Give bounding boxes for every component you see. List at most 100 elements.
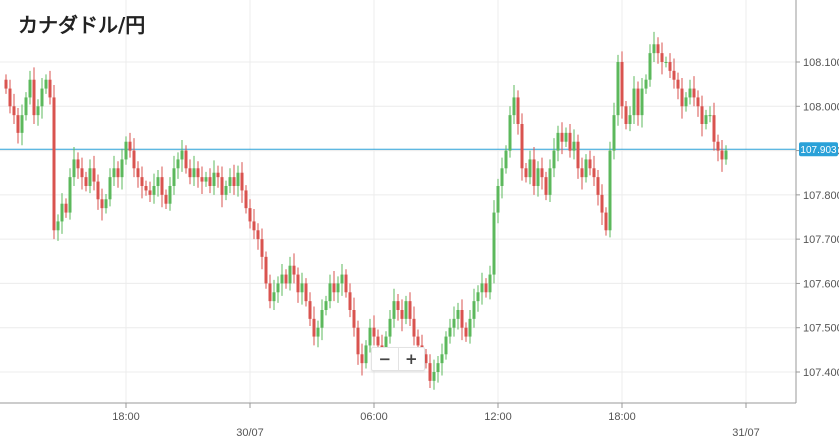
candle-body <box>292 265 296 275</box>
candle-body <box>352 310 356 328</box>
candle-body <box>184 150 188 169</box>
candle-body <box>576 141 580 169</box>
candle-body <box>604 212 608 231</box>
x-tick-label: 06:00 <box>360 411 388 423</box>
y-tick-label: 107.500 <box>803 323 839 335</box>
candle-body <box>648 53 652 80</box>
candle-body <box>60 203 64 222</box>
candle-body <box>144 186 148 191</box>
candle-body <box>128 141 132 151</box>
candle-body <box>296 274 300 293</box>
candle-body <box>88 168 92 186</box>
axes <box>0 0 800 408</box>
candle-body <box>572 141 576 151</box>
candle-body <box>492 212 496 275</box>
candle-body <box>68 177 72 213</box>
candle-body <box>108 177 112 200</box>
candle-body <box>136 168 140 178</box>
candle-body <box>536 168 540 186</box>
candle-body <box>32 79 36 116</box>
candle-body <box>192 168 196 178</box>
y-tick-label: 107.700 <box>803 234 839 246</box>
candle-body <box>704 115 708 124</box>
candle-body <box>356 327 360 355</box>
candle-body <box>716 141 720 151</box>
zoom-controls: − + <box>371 347 425 371</box>
date-label: 31/07 <box>732 427 760 439</box>
candle-body <box>480 283 484 293</box>
zoom-in-button[interactable]: + <box>397 348 425 370</box>
candle-body <box>584 159 588 178</box>
candle-body <box>412 318 416 337</box>
candle-body <box>436 363 440 372</box>
candle-body <box>240 172 244 191</box>
candle-body <box>540 168 544 178</box>
candle-body <box>440 354 444 364</box>
candle-body <box>476 292 480 302</box>
candle-body <box>76 159 80 169</box>
candle-body <box>176 159 180 169</box>
candle-body <box>364 345 368 364</box>
candle-body <box>336 283 340 293</box>
candle-body <box>496 186 500 213</box>
candle-body <box>320 310 324 328</box>
candle-body <box>724 150 728 160</box>
current-price-label: 107.903 <box>800 145 837 156</box>
candle-body <box>160 177 164 195</box>
candle-body <box>528 159 532 178</box>
candle-body <box>628 115 632 124</box>
y-tick-label: 107.600 <box>803 278 839 290</box>
candle-body <box>468 318 472 337</box>
y-tick-label: 108.000 <box>803 101 839 113</box>
candle-body <box>400 310 404 319</box>
candle-body <box>532 159 536 186</box>
candle-body <box>416 336 420 346</box>
candle-body <box>676 79 680 89</box>
candle-body <box>484 283 488 293</box>
candle-body <box>64 203 68 213</box>
axis-labels: 107.400 107.500 107.600 107.700 107.800 107.9… <box>112 57 839 439</box>
candle-body <box>28 79 32 98</box>
candle-body <box>392 301 396 319</box>
candle-body <box>560 132 564 142</box>
zoom-out-button[interactable]: − <box>378 350 392 368</box>
candle-body <box>680 88 684 107</box>
candle-body <box>200 177 204 182</box>
candle-body <box>444 336 448 355</box>
candle-body <box>548 168 552 195</box>
candle-body <box>640 88 644 116</box>
candle-body <box>12 106 16 116</box>
candle-body <box>132 150 136 169</box>
candle-body <box>4 79 8 89</box>
candle-body <box>692 88 696 98</box>
candle-body <box>556 132 560 151</box>
candle-body <box>460 310 464 328</box>
candle-body <box>96 181 100 200</box>
candle-body <box>268 283 272 302</box>
candle-body <box>232 177 236 186</box>
candle-body <box>452 318 456 328</box>
candle-body <box>172 168 176 186</box>
candle-body <box>148 190 152 195</box>
candle-body <box>404 301 408 319</box>
candle-body <box>472 301 476 319</box>
candle-body <box>208 177 212 186</box>
candle-body <box>500 168 504 186</box>
candle-body <box>36 106 40 116</box>
candle-body <box>508 115 512 151</box>
x-tick-label: 18:00 <box>608 411 636 423</box>
candle-body <box>196 168 200 178</box>
candle-body <box>84 177 88 186</box>
candle-body <box>432 372 436 381</box>
candle-body <box>608 150 612 231</box>
candle-body <box>316 327 320 337</box>
candle-body <box>612 115 616 151</box>
candle-body <box>216 172 220 178</box>
candle-body <box>588 159 592 169</box>
candle-body <box>168 186 172 204</box>
candle-body <box>248 208 252 222</box>
candle-body <box>368 327 372 346</box>
candle-body <box>616 62 620 116</box>
candle-body <box>384 336 388 355</box>
